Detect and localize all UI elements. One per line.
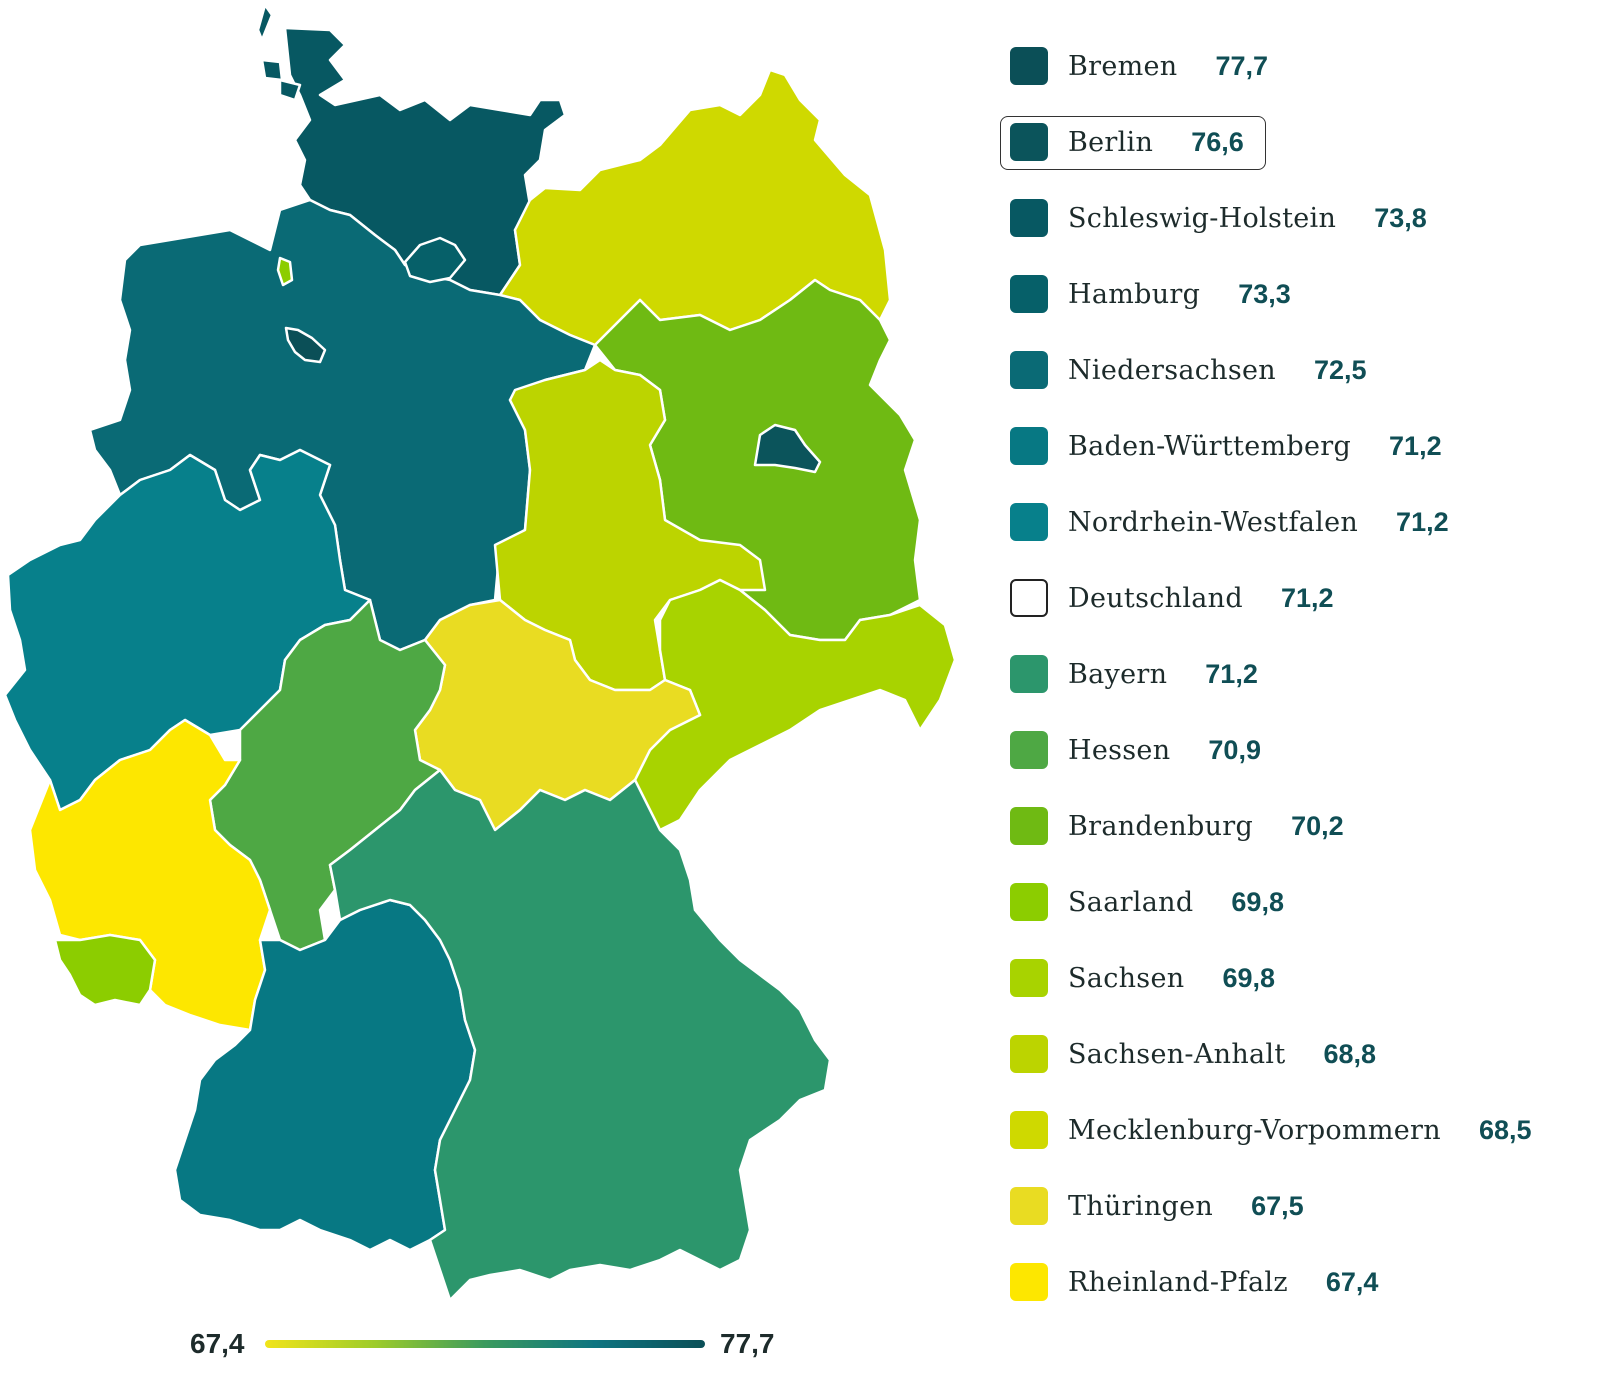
legend-item[interactable]: Baden-Württemberg 71,2 — [1010, 408, 1590, 484]
legend-swatch — [1010, 1187, 1048, 1225]
state-schleswig-holstein[interactable] — [283, 26, 567, 297]
state-schleswig-holstein-islands[interactable] — [256, 3, 302, 102]
legend-item[interactable]: Rheinland-Pfalz 67,4 — [1010, 1244, 1590, 1320]
legend-value: 77,7 — [1215, 50, 1269, 81]
legend-swatch — [1010, 351, 1048, 389]
legend-item[interactable]: Thüringen 67,5 — [1010, 1168, 1590, 1244]
legend-swatch — [1010, 959, 1048, 997]
legend-item[interactable]: Bremen 77,7 — [1010, 28, 1590, 104]
legend-swatch — [1010, 275, 1048, 313]
legend-name: Schleswig-Holstein — [1068, 202, 1337, 234]
legend-item[interactable]: Sachsen-Anhalt 68,8 — [1010, 1016, 1590, 1092]
germany-map — [3, 3, 957, 1302]
legend-swatch — [1010, 427, 1048, 465]
state-hamburg[interactable] — [403, 236, 467, 284]
legend-item[interactable]: Niedersachsen 72,5 — [1010, 332, 1590, 408]
legend-name: Hamburg — [1068, 278, 1201, 310]
map-svg — [3, 3, 957, 1302]
legend-name: Brandenburg — [1068, 810, 1254, 842]
legend-name: Berlin — [1068, 126, 1154, 158]
legend-item[interactable]: Mecklenburg-Vorpommern 68,5 — [1010, 1092, 1590, 1168]
legend-name: Sachsen-Anhalt — [1068, 1038, 1286, 1070]
legend-item[interactable]: Saarland 69,8 — [1010, 864, 1590, 940]
legend-name: Sachsen — [1068, 962, 1185, 994]
state-bremen[interactable] — [284, 326, 327, 364]
legend-value: 76,6 — [1191, 126, 1244, 157]
legend-item[interactable]: Schleswig-Holstein 73,8 — [1010, 180, 1590, 256]
legend-item[interactable]: Berlin 76,6 — [1000, 104, 1590, 180]
legend-value: 71,2 — [1396, 506, 1449, 537]
legend-value: 70,9 — [1208, 734, 1261, 765]
legend-item[interactable]: Hessen 70,9 — [1010, 712, 1590, 788]
scale-gradient-bar — [265, 1340, 705, 1348]
legend-name: Saarland — [1068, 886, 1194, 918]
legend-swatch — [1010, 807, 1048, 845]
state-bremen-bremerhaven[interactable] — [276, 256, 294, 287]
legend: Bremen 77,7 Berlin 76,6 Schleswig-Holstein 73… — [1000, 28, 1590, 1320]
legend-name: Bremen — [1068, 50, 1178, 82]
legend-swatch — [1010, 1035, 1048, 1073]
legend-swatch — [1010, 731, 1048, 769]
legend-name: Nordrhein-Westfalen — [1068, 506, 1359, 538]
legend-value: 68,5 — [1478, 1114, 1532, 1145]
legend-item[interactable]: Sachsen 69,8 — [1010, 940, 1590, 1016]
legend-value: 71,2 — [1389, 430, 1442, 461]
legend-value: 73,8 — [1374, 202, 1427, 233]
legend-name: Rheinland-Pfalz — [1068, 1266, 1288, 1298]
legend-name: Bayern — [1068, 658, 1168, 690]
state-berlin[interactable] — [753, 423, 822, 474]
color-scale: 67,4 77,7 — [190, 1322, 790, 1364]
legend-value: 69,8 — [1231, 886, 1284, 917]
legend-name: Deutschland — [1068, 582, 1243, 614]
legend-item[interactable]: Hamburg 73,3 — [1010, 256, 1590, 332]
legend-swatch — [1010, 579, 1048, 617]
legend-highlight-box — [1000, 116, 1266, 170]
legend-swatch — [1010, 655, 1048, 693]
legend-item[interactable]: Bayern 71,2 — [1010, 636, 1590, 712]
legend-swatch — [1010, 123, 1048, 161]
scale-min-label: 67,4 — [190, 1328, 245, 1359]
legend-name: Hessen — [1068, 734, 1171, 766]
legend-name: Mecklenburg-Vorpommern — [1068, 1114, 1441, 1146]
legend-swatch — [1010, 883, 1048, 921]
legend-value: 71,2 — [1205, 658, 1258, 689]
legend-swatch — [1010, 503, 1048, 541]
legend-value: 69,8 — [1222, 962, 1275, 993]
legend-value: 73,3 — [1238, 278, 1291, 309]
legend-name: Baden-Württemberg — [1068, 430, 1352, 462]
legend-value: 67,4 — [1325, 1266, 1379, 1297]
legend-item[interactable]: Brandenburg 70,2 — [1010, 788, 1590, 864]
legend-value: 72,5 — [1314, 354, 1367, 385]
legend-item[interactable]: Deutschland 71,2 — [1010, 560, 1590, 636]
legend-value: 71,2 — [1280, 582, 1334, 613]
legend-value: 67,5 — [1251, 1190, 1304, 1221]
legend-swatch — [1010, 1263, 1048, 1301]
legend-item[interactable]: Nordrhein-Westfalen 71,2 — [1010, 484, 1590, 560]
state-bayern[interactable] — [328, 768, 832, 1302]
scale-max-label: 77,7 — [720, 1328, 775, 1359]
legend-swatch — [1010, 1111, 1048, 1149]
legend-swatch — [1010, 199, 1048, 237]
legend-swatch — [1010, 47, 1048, 85]
legend-value: 68,8 — [1323, 1038, 1377, 1069]
legend-name: Niedersachsen — [1068, 354, 1276, 386]
state-saarland[interactable] — [53, 933, 157, 1007]
legend-value: 70,2 — [1291, 810, 1344, 841]
legend-name: Thüringen — [1068, 1190, 1214, 1222]
